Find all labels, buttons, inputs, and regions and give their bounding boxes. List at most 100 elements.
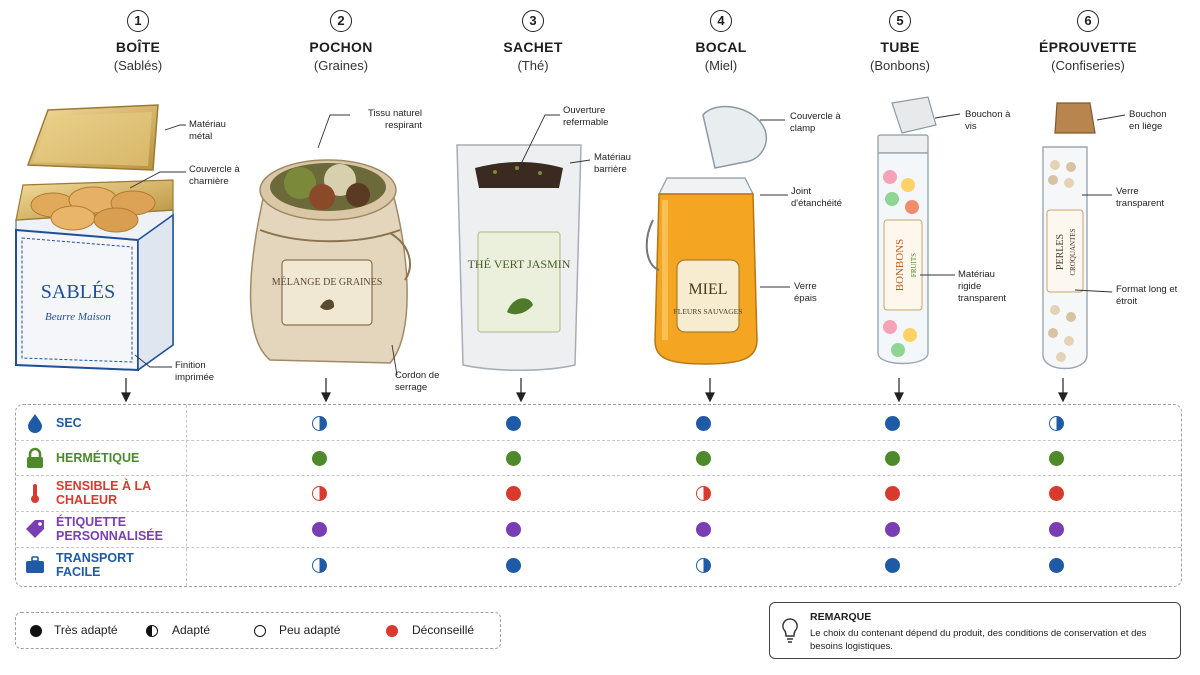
container-title: SACHET bbox=[503, 39, 563, 55]
container-subtitle: (Thé) bbox=[517, 58, 549, 73]
lock-icon bbox=[27, 447, 43, 468]
rating-dot-tres bbox=[1048, 557, 1064, 573]
column-header-6: 6 ÉPROUVETTE (Confiseries) bbox=[1008, 10, 1168, 73]
tube6-label-main: PERLES bbox=[1055, 234, 1066, 270]
criterion-label: HERMÉTIQUE bbox=[56, 451, 140, 465]
legend-peu-adapte: Peu adapté bbox=[279, 623, 341, 637]
rating-dot-tres bbox=[311, 521, 327, 537]
callout-printed-finish: Finition imprimée bbox=[175, 360, 215, 383]
column-header-2: 2 POCHON (Graines) bbox=[261, 10, 421, 73]
callout-cork-stopper: Bouchon en liège bbox=[1129, 109, 1167, 132]
legend-half-dot-icon bbox=[146, 625, 158, 637]
thermometer-icon bbox=[31, 484, 39, 503]
step-number: 1 bbox=[127, 10, 149, 32]
callout-clamp-lid: Couvercle à clamp bbox=[790, 111, 841, 134]
candy-tube-illustration: BONBONS FRUITS bbox=[877, 96, 937, 365]
callout-clear-glass: Verre transparent bbox=[1116, 186, 1165, 209]
container-subtitle: (Graines) bbox=[313, 58, 369, 73]
callout-seal: Joint d'étanchéité bbox=[791, 186, 842, 209]
callout-rigid-material: Matériau rigide transparent bbox=[958, 269, 1007, 304]
lightbulb-icon bbox=[782, 618, 798, 643]
rating-dot-tres bbox=[505, 415, 521, 431]
step-number: 4 bbox=[710, 10, 732, 32]
rating-dot-tres bbox=[884, 450, 900, 466]
legend: Très adapté Adapté Peu adapté Déconseill… bbox=[15, 612, 501, 649]
pouch-label: MÉLANGE DE GRAINES bbox=[272, 276, 383, 288]
rating-dot-tres bbox=[1048, 485, 1064, 501]
container-title: TUBE bbox=[880, 39, 920, 55]
rating-dot-adapte bbox=[695, 557, 711, 573]
criterion-label: SENSIBLE À LA CHALEUR bbox=[56, 479, 151, 507]
column-header-4: 4 BOCAL (Miel) bbox=[641, 10, 801, 73]
callout-long-narrow: Format long et étroit bbox=[1116, 284, 1178, 307]
legend-tres-adapte: Très adapté bbox=[54, 623, 118, 637]
criterion-row-etiquette: ÉTIQUETTE PERSONNALISÉE bbox=[16, 511, 1181, 547]
callout-hinged-lid: Couvercle à charnière bbox=[189, 164, 240, 187]
rating-dot-adapte bbox=[311, 557, 327, 573]
rating-dot-tres bbox=[695, 450, 711, 466]
row-divider bbox=[16, 475, 1181, 476]
rating-dot-adapte bbox=[695, 485, 711, 501]
drop-icon bbox=[28, 414, 42, 433]
column-header-1: 1 BOÎTE (Sablés) bbox=[58, 10, 218, 73]
rating-dot-tres bbox=[884, 415, 900, 431]
legend-adapte: Adapté bbox=[172, 623, 211, 637]
criterion-row-chaleur: SENSIBLE À LA CHALEUR bbox=[16, 475, 1181, 511]
row-divider bbox=[16, 511, 1181, 512]
down-arrows bbox=[121, 378, 1068, 403]
remark-body: Le choix du contenant dépend du produit,… bbox=[810, 628, 1147, 652]
tube6-label-sub: CROQUANTES bbox=[1069, 228, 1077, 275]
honey-jar-illustration: MIEL FLEURS SAUVAGES bbox=[645, 105, 767, 365]
briefcase-icon bbox=[26, 556, 44, 573]
rating-dot-tres bbox=[695, 415, 711, 431]
criterion-label: ÉTIQUETTE PERSONNALISÉE bbox=[56, 515, 163, 543]
container-title: BOÎTE bbox=[115, 39, 161, 55]
rating-dot-tres bbox=[884, 521, 900, 537]
rating-dot-tres bbox=[884, 485, 900, 501]
tube-label-sub: FRUITS bbox=[910, 253, 918, 277]
rating-dot-tres bbox=[311, 450, 327, 466]
criteria-matrix: SEC HERMÉTIQUE SENSIBLE À LA CHALEUR ÉTI… bbox=[15, 404, 1182, 587]
step-number: 5 bbox=[889, 10, 911, 32]
container-title: BOCAL bbox=[695, 39, 747, 55]
row-divider bbox=[16, 547, 1181, 548]
criterion-row-hermetique: HERMÉTIQUE bbox=[16, 440, 1181, 476]
legend-empty-dot-icon bbox=[254, 625, 266, 637]
criterion-label: SEC bbox=[56, 416, 82, 430]
callout-barrier-material: Matériau barrière bbox=[594, 152, 631, 175]
burlap-pouch-illustration: MÉLANGE DE GRAINES bbox=[249, 159, 411, 364]
rating-dot-tres bbox=[884, 557, 900, 573]
callout-drawstring: Cordon de serrage bbox=[395, 370, 440, 393]
step-number: 6 bbox=[1077, 10, 1099, 32]
step-number: 2 bbox=[330, 10, 352, 32]
legend-full-dot-icon bbox=[30, 625, 42, 637]
callout-material-metal: Matériau métal bbox=[189, 119, 226, 142]
jar-label-main: MIEL bbox=[688, 281, 727, 298]
tag-icon bbox=[26, 520, 44, 538]
container-subtitle: (Bonbons) bbox=[870, 58, 930, 73]
tube-label-main: BONBONS bbox=[894, 239, 906, 292]
sachet-label: THÉ VERT JASMIN bbox=[468, 257, 571, 271]
row-divider bbox=[16, 440, 1181, 441]
rating-dot-adapte bbox=[1048, 415, 1064, 431]
callout-thick-glass: Verre épais bbox=[794, 281, 817, 304]
rating-dot-adapte bbox=[311, 485, 327, 501]
container-subtitle: (Sablés) bbox=[113, 58, 163, 73]
tin-label-sub: Beurre Maison bbox=[45, 311, 111, 323]
rating-dot-tres bbox=[695, 521, 711, 537]
column-header-5: 5 TUBE (Bonbons) bbox=[820, 10, 980, 73]
rating-dot-adapte bbox=[311, 415, 327, 431]
remark-title: REMARQUE bbox=[810, 611, 872, 623]
callout-resealable: Ouverture refermable bbox=[563, 105, 609, 128]
callout-screw-cap: Bouchon à vis bbox=[965, 109, 1011, 132]
jar-label-sub: FLEURS SAUVAGES bbox=[674, 307, 743, 316]
criterion-label: TRANSPORT FACILE bbox=[56, 551, 134, 579]
rating-dot-tres bbox=[505, 485, 521, 501]
callout-natural-fabric: Tissu naturel respirant bbox=[367, 108, 422, 131]
legend-red-dot-icon bbox=[386, 625, 398, 637]
rating-dot-tres bbox=[505, 521, 521, 537]
tin-label-main: SABLÉS bbox=[41, 280, 115, 303]
container-title: ÉPROUVETTE bbox=[1039, 39, 1137, 55]
rating-dot-tres bbox=[505, 450, 521, 466]
criterion-row-sec: SEC bbox=[16, 405, 1181, 441]
